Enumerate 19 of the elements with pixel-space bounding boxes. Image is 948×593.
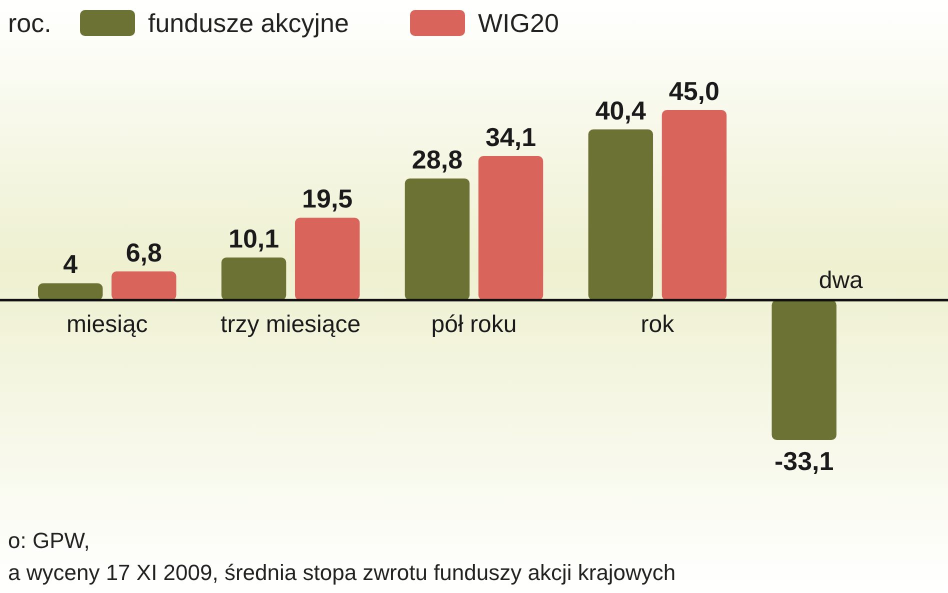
data-label: 4 [63,249,78,280]
data-label: 10,1 [228,223,280,254]
data-label: 19,5 [302,184,353,214]
legend-title: roc. [8,8,52,38]
text: o: GPW, [8,528,90,553]
x-tick-label: rok [640,311,676,338]
data-label: 34,1 [485,122,536,152]
legend-label: WIG20 [478,8,559,38]
x-tick-label: dwa [818,267,864,294]
legend-label: fundusze akcyjne [148,8,349,38]
data-label: -33,1 [774,446,834,476]
data-label: 6,8 [126,237,162,268]
x-tick-label: miesiąc [66,311,148,338]
data-label: 45,0 [668,76,720,106]
data-label: 40,4 [595,95,646,126]
x-tick-label: trzy miesiące [220,311,361,338]
text: a wyceny 17 XI 2009, średnia stopa zwrotu funduszy akcji krajowych [8,560,676,585]
data-label: 28,8 [412,144,463,174]
x-tick-label: pół roku [431,311,517,338]
